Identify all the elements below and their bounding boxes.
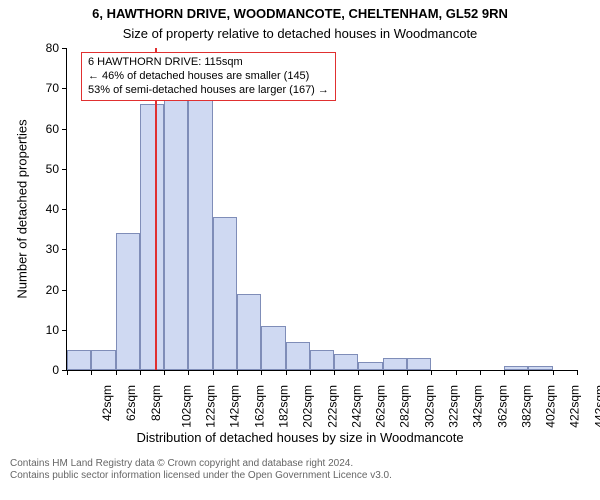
x-tick-label: 402sqm — [544, 385, 558, 428]
x-tick — [553, 370, 554, 375]
x-tick — [310, 370, 311, 375]
x-tick — [480, 370, 481, 375]
x-tick-label: 162sqm — [252, 385, 266, 428]
x-tick — [67, 370, 68, 375]
plot-area: 0102030405060708042sqm62sqm82sqm102sqm12… — [66, 48, 577, 371]
x-tick — [286, 370, 287, 375]
histogram-bar — [528, 366, 552, 370]
x-tick — [237, 370, 238, 375]
x-tick-label: 182sqm — [277, 385, 291, 428]
histogram-bar — [140, 104, 164, 370]
x-tick-label: 62sqm — [124, 385, 138, 421]
x-tick-label: 82sqm — [149, 385, 163, 421]
y-tick — [62, 88, 67, 89]
info-box-line: 53% of semi-detached houses are larger (… — [88, 84, 329, 98]
y-tick — [62, 290, 67, 291]
y-axis-label: Number of detached properties — [15, 119, 30, 298]
x-tick-label: 302sqm — [422, 385, 436, 428]
histogram-bar — [213, 217, 237, 370]
x-tick-label: 142sqm — [228, 385, 242, 428]
histogram-bar — [407, 358, 431, 370]
footer-line: Contains HM Land Registry data © Crown c… — [10, 458, 590, 470]
x-tick — [91, 370, 92, 375]
x-tick — [383, 370, 384, 375]
y-tick-label: 70 — [46, 81, 59, 95]
histogram-bar — [116, 233, 140, 370]
x-tick-label: 422sqm — [568, 385, 582, 428]
x-tick-label: 202sqm — [301, 385, 315, 428]
x-tick — [431, 370, 432, 375]
x-tick-label: 442sqm — [592, 385, 600, 428]
y-tick — [62, 209, 67, 210]
footer-line: Contains public sector information licen… — [10, 470, 590, 482]
y-tick-label: 50 — [46, 162, 59, 176]
x-tick — [407, 370, 408, 375]
histogram-bar — [286, 342, 310, 370]
x-tick — [358, 370, 359, 375]
x-tick-label: 342sqm — [471, 385, 485, 428]
y-tick — [62, 129, 67, 130]
y-tick — [62, 249, 67, 250]
x-tick-label: 242sqm — [350, 385, 364, 428]
x-tick-label: 322sqm — [447, 385, 461, 428]
x-tick-label: 262sqm — [374, 385, 388, 428]
info-box-line: ← 46% of detached houses are smaller (14… — [88, 70, 329, 84]
histogram-bar — [237, 294, 261, 370]
histogram-bar — [67, 350, 91, 370]
chart-container: 6, HAWTHORN DRIVE, WOODMANCOTE, CHELTENH… — [0, 0, 600, 500]
y-tick-label: 40 — [46, 202, 59, 216]
histogram-bar — [164, 100, 188, 370]
x-tick — [528, 370, 529, 375]
x-tick-label: 42sqm — [100, 385, 114, 421]
x-tick — [504, 370, 505, 375]
y-tick-label: 80 — [46, 41, 59, 55]
y-tick-label: 10 — [46, 323, 59, 337]
y-tick-label: 60 — [46, 122, 59, 136]
x-tick-label: 122sqm — [204, 385, 218, 428]
x-tick — [261, 370, 262, 375]
x-tick — [577, 370, 578, 375]
x-tick-label: 222sqm — [325, 385, 339, 428]
y-tick-label: 0 — [52, 363, 59, 377]
x-tick — [213, 370, 214, 375]
y-tick-label: 20 — [46, 283, 59, 297]
x-tick — [116, 370, 117, 375]
histogram-bar — [504, 366, 528, 370]
x-tick-label: 382sqm — [520, 385, 534, 428]
histogram-bar — [91, 350, 115, 370]
chart-title-main: 6, HAWTHORN DRIVE, WOODMANCOTE, CHELTENH… — [0, 6, 600, 21]
histogram-bar — [261, 326, 285, 370]
info-box: 6 HAWTHORN DRIVE: 115sqm← 46% of detache… — [81, 52, 336, 101]
x-tick — [188, 370, 189, 375]
x-tick — [456, 370, 457, 375]
x-tick — [164, 370, 165, 375]
histogram-bar — [383, 358, 407, 370]
x-tick-label: 282sqm — [398, 385, 412, 428]
footer-attribution: Contains HM Land Registry data © Crown c… — [10, 458, 590, 482]
x-tick-label: 362sqm — [495, 385, 509, 428]
histogram-bar — [334, 354, 358, 370]
x-tick — [334, 370, 335, 375]
histogram-bar — [310, 350, 334, 370]
chart-title-sub: Size of property relative to detached ho… — [0, 26, 600, 41]
histogram-bar — [358, 362, 382, 370]
y-tick — [62, 169, 67, 170]
y-tick — [62, 48, 67, 49]
x-tick-label: 102sqm — [180, 385, 194, 428]
y-tick-label: 30 — [46, 242, 59, 256]
info-box-line: 6 HAWTHORN DRIVE: 115sqm — [88, 56, 329, 70]
x-tick — [140, 370, 141, 375]
x-axis-label: Distribution of detached houses by size … — [0, 430, 600, 445]
histogram-bar — [188, 100, 212, 370]
y-tick — [62, 330, 67, 331]
